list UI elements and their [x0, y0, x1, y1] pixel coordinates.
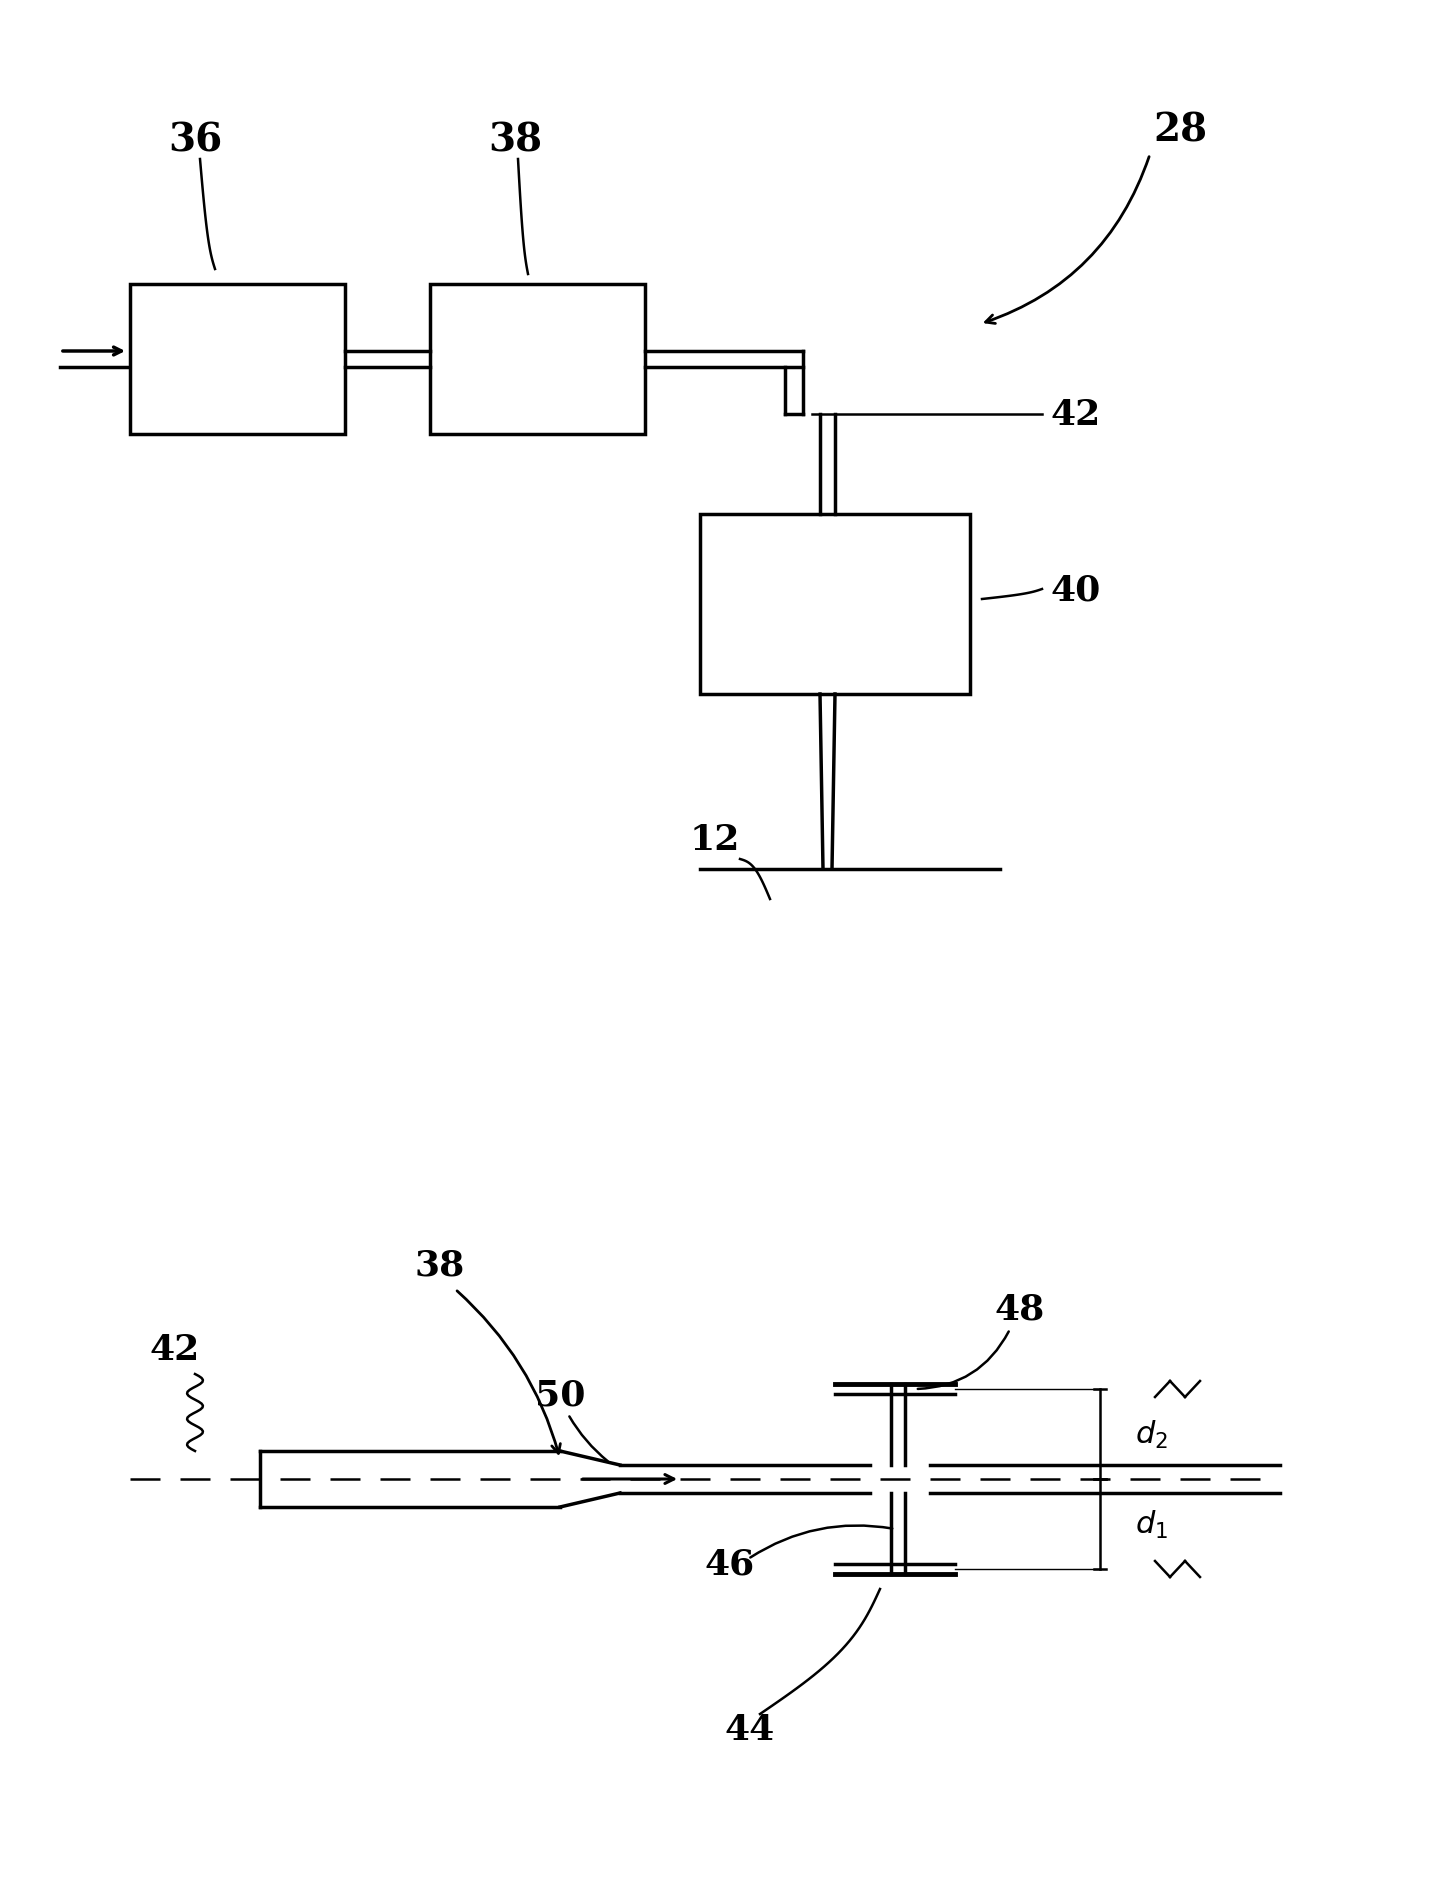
- Text: 48: 48: [995, 1293, 1045, 1327]
- Text: 42: 42: [151, 1332, 201, 1366]
- Bar: [430, 284, 645, 435]
- Text: 12: 12: [690, 822, 740, 856]
- Text: $d_2$: $d_2$: [1134, 1419, 1167, 1451]
- Text: 38: 38: [488, 120, 542, 158]
- Text: 36: 36: [168, 120, 222, 158]
- Text: 50: 50: [535, 1378, 585, 1412]
- Text: 38: 38: [414, 1248, 465, 1282]
- Bar: [130, 284, 346, 435]
- Bar: [700, 514, 969, 694]
- Text: 42: 42: [1050, 397, 1100, 431]
- Text: 28: 28: [1153, 111, 1207, 149]
- Text: 40: 40: [1050, 572, 1100, 606]
- Text: $d_1$: $d_1$: [1134, 1507, 1167, 1539]
- Text: 44: 44: [724, 1713, 776, 1746]
- Text: 46: 46: [706, 1547, 756, 1581]
